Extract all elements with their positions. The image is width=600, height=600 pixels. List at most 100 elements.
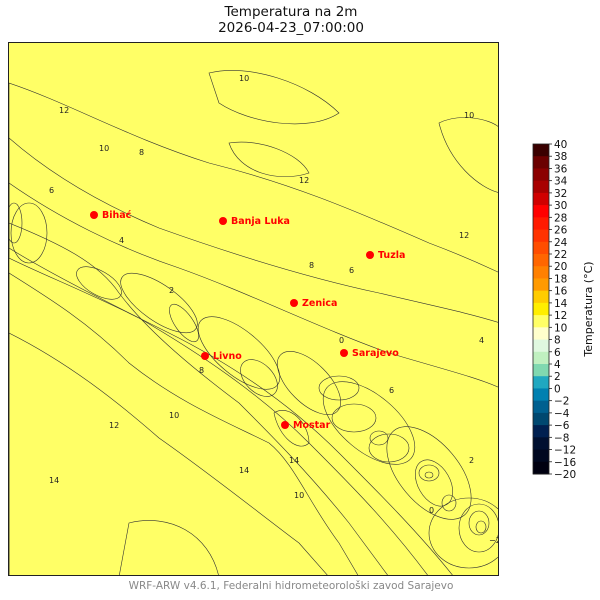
colorbar-tick-label: 18 [554,273,567,285]
colorbar-bin [533,449,549,463]
colorbar-tick-label: 36 [554,163,568,175]
colorbar-tick-label: 26 [554,225,568,237]
colorbar-bin [533,327,549,341]
colorbar-bin [533,192,549,206]
city-label: Banja Luka [231,216,290,227]
city-marker [340,349,348,357]
contour-label: 12 [109,421,119,430]
field-12-14-mostar [273,410,310,447]
contour-label: 6 [349,266,354,275]
colorbar-tick-label: 34 [554,176,568,188]
field-14-16-sea [9,332,328,575]
contour-label: 2 [169,286,174,295]
colorbar-tick-label: −4 [554,408,570,420]
colorbar-bin [533,266,549,279]
field-4-6 [9,182,498,575]
contour-label: 12 [459,231,469,240]
colorbar-tick-label: 2 [554,371,561,383]
colorbar-tick-label: −2 [554,396,569,408]
contour-label: 0 [339,336,344,345]
colorbar-bin [533,156,549,169]
colorbar-bin [533,351,549,365]
contour-label: 2 [469,456,474,465]
colorbar-bin [533,425,549,438]
field-below-0 [369,430,490,536]
border-line [9,222,388,575]
contour-label: 6 [49,186,54,195]
colorbar-tick-label: 16 [554,286,568,298]
footer-credit: WRF-ARW v4.6.1, Federalni hidrometeorolo… [128,580,454,592]
colorbar-bin [533,168,549,182]
contour-label: 10 [294,491,304,500]
field-12-14-coast-south [119,520,219,575]
colorbar-bin [533,400,549,414]
colorbar-bin [533,229,549,243]
field-below-minus4 [424,471,487,534]
city-label: Mostar [293,420,331,431]
colorbar-bin [533,315,549,328]
colorbar-tick-label: −8 [554,432,569,444]
colorbar-bin [533,461,549,475]
colorbar-tick-label: −12 [554,445,576,457]
city-marker [281,421,289,429]
city-marker [219,217,227,225]
colorbar-label: Temperatura (°C) [582,261,595,357]
contour-label: 14 [239,466,249,475]
colorbar-tick-label: 20 [554,261,567,273]
colorbar-bin [533,217,549,231]
map-timestamp: 2026-04-23_07:00:00 [218,20,364,36]
colorbar-tick-label: 8 [554,335,561,347]
contour-label: 10 [464,111,474,120]
contour-label: 8 [199,366,204,375]
colorbar-bin [533,388,549,402]
contour-label: 8 [139,148,144,157]
contour-label: 4 [479,336,484,345]
contour-label: 8 [309,261,314,270]
colorbar-tick-label: 32 [554,188,567,200]
colorbar-tick-label: −20 [554,469,576,481]
contour-label: 10 [99,144,109,153]
field-8-10 [9,82,498,575]
city-label: Zenica [302,298,337,309]
colorbar-tick-label: 22 [554,249,567,261]
colorbar-bin [533,241,549,255]
colorbar-frame [532,143,550,475]
city-marker [201,352,209,360]
colorbar-bin [533,278,549,292]
colorbar-bin [533,339,549,353]
contour-label: 12 [299,176,309,185]
colorbar-tick-label: 40 [554,139,567,151]
colorbar-tick-label: 12 [554,310,567,322]
city-marker [366,251,374,259]
city-label: Bihać [102,210,132,221]
field-10-12 [9,43,498,575]
contour-label: 6 [389,386,394,395]
contour-label: 14 [49,476,59,485]
city-marker [290,299,298,307]
city-label: Sarajevo [352,348,399,359]
map-title: Temperatura na 2m [224,4,358,20]
colorbar-tick-label: −16 [554,457,576,469]
contour-label: −2 [489,536,499,545]
colorbar-tick-label: 38 [554,151,567,163]
contour-label: 10 [169,411,179,420]
field-12-14-inland [228,141,310,178]
colorbar-bin [533,180,549,194]
colorbar-tick-label: 14 [554,298,568,310]
city-label: Tuzla [378,250,405,261]
colorbar-tick-label: 6 [554,347,561,359]
colorbar-bin [533,364,549,377]
colorbar-bin [533,290,549,304]
colorbar-bin [533,205,549,218]
colorbar-tick-label: 0 [554,383,561,395]
colorbar-bin [533,376,549,389]
field-12-14-northeast [438,117,498,193]
contour-label: 10 [239,74,249,83]
colorbar-bin [533,412,549,426]
colorbar-tick-label: 4 [554,359,561,371]
colorbar-tick-label: 24 [554,237,568,249]
city-label: Livno [213,351,242,362]
colorbar-bin [533,144,549,157]
temperature-map: 10 12 8 10 12 6 4 2 0 8 10 12 14 14 10 12 6 4 2 0 −2 6 8 10 14 B… [8,42,499,576]
colorbar-bin [533,437,549,451]
